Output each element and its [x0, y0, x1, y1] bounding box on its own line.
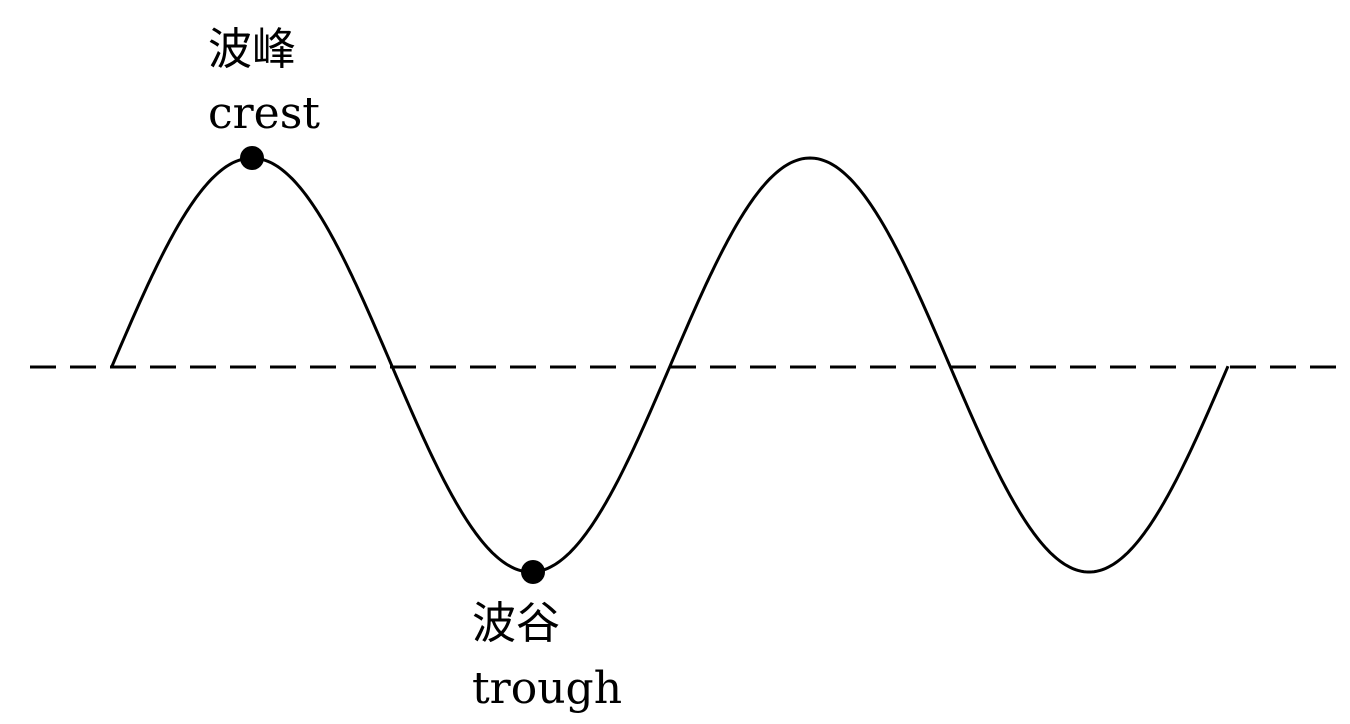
crest-label-zh: 波峰 [208, 24, 296, 75]
trough-label-en: trough [472, 663, 622, 714]
crest-label-en: crest [208, 88, 320, 139]
wave-curve [110, 156, 1230, 574]
crest-point [240, 146, 264, 170]
trough-point [521, 560, 545, 584]
trough-label-zh: 波谷 [472, 598, 560, 649]
